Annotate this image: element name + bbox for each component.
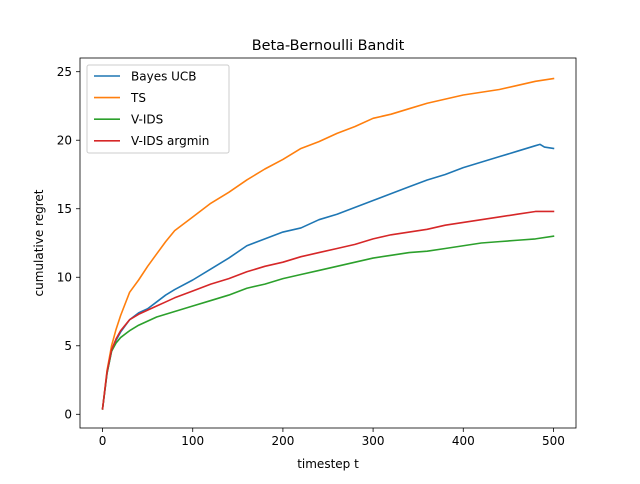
legend-label-v-ids: V-IDS (131, 113, 163, 127)
y-axis-label: cumulative regret (32, 189, 46, 296)
chart-title: Beta-Bernoulli Bandit (252, 38, 405, 54)
y-tick-label: 25 (57, 65, 72, 79)
y-tick-label: 10 (57, 271, 72, 285)
x-tick-label: 200 (271, 434, 294, 448)
series-line-ts (101, 77, 555, 410)
legend-label-ts: TS (130, 91, 146, 105)
legend-label-v-ids-argmin: V-IDS argmin (131, 134, 209, 148)
ticks-group: 0 100 200 300 400 500 0 5 10 15 20 25 (57, 65, 565, 448)
y-tick-label: 5 (64, 339, 72, 353)
x-tick-label: 400 (452, 434, 475, 448)
plot-frame (79, 57, 577, 429)
x-tick-label: 0 (99, 434, 107, 448)
legend: Bayes UCB TS V-IDS V-IDS argmin (86, 64, 230, 154)
legend-items: Bayes UCB TS V-IDS V-IDS argmin (94, 69, 209, 148)
x-tick-label: 300 (362, 434, 385, 448)
legend-box (86, 64, 230, 154)
series-line-bayes-ucb (101, 143, 555, 410)
series-line-v-ids-argmin (101, 210, 555, 410)
y-tick-label: 20 (57, 134, 72, 148)
legend-label-bayes-ucb: Bayes UCB (131, 69, 197, 83)
y-tick-label: 0 (64, 408, 72, 422)
x-tick-label: 500 (542, 434, 565, 448)
x-tick-label: 100 (181, 434, 204, 448)
series-group (101, 77, 555, 410)
y-tick-label: 15 (57, 202, 72, 216)
series-line-v-ids (101, 235, 555, 410)
x-axis-label: timestep t (297, 457, 359, 471)
